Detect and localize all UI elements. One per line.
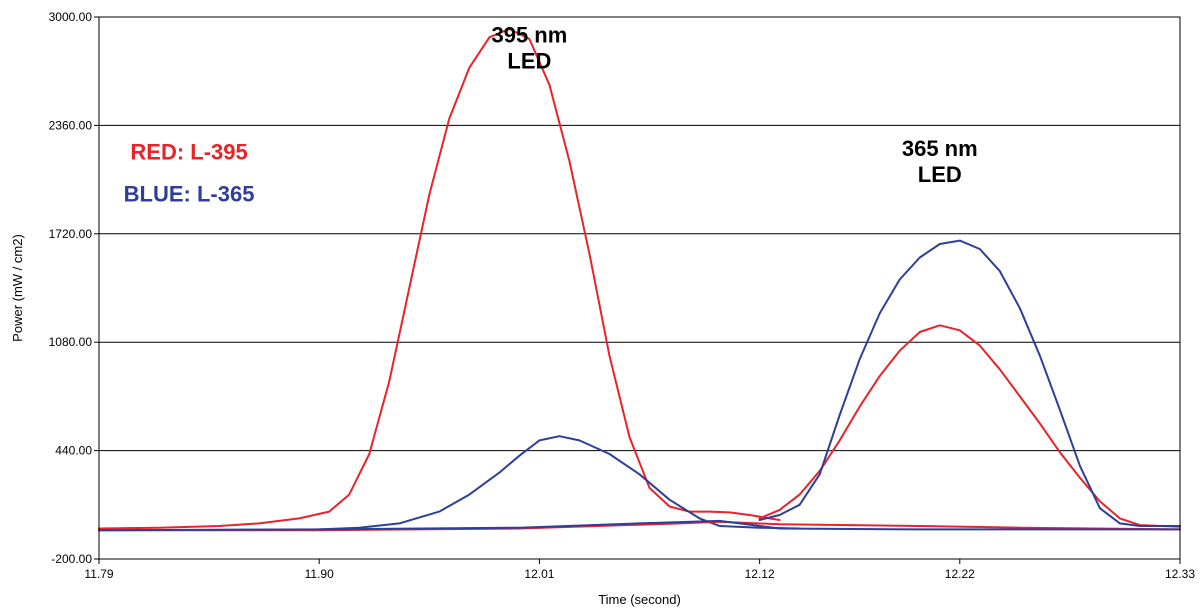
grid-lines xyxy=(99,16,1180,560)
annotation-line: 395 nm xyxy=(491,22,567,47)
series-line-4 xyxy=(758,239,1181,527)
y-tick-label: 1720.00 xyxy=(49,227,93,241)
x-tick-label: 11.90 xyxy=(305,567,334,581)
series-line-1 xyxy=(98,27,781,530)
series-line-2 xyxy=(758,324,1181,528)
y-axis-title: Power (mW / cm2) xyxy=(10,234,25,342)
y-tick-label: -200.00 xyxy=(51,552,92,566)
x-tick-label: 12.22 xyxy=(945,567,975,581)
y-tick-label: 440.00 xyxy=(55,444,92,458)
x-tick-label: 11.79 xyxy=(84,567,113,581)
annotation-line: LED xyxy=(918,162,962,187)
y-tick-label: 3000.00 xyxy=(49,10,93,24)
y-tick-label: 1080.00 xyxy=(49,335,93,349)
series-line-6 xyxy=(98,519,1181,532)
x-tick-label: 12.01 xyxy=(524,567,554,581)
annotation-4: BLUE: L-365 xyxy=(124,182,255,207)
annotation-2: 365 nm LED xyxy=(902,136,978,187)
y-tick-label: 2360.00 xyxy=(49,118,93,132)
series-line-3 xyxy=(98,435,801,532)
series-layer xyxy=(98,27,1181,532)
annotation-line: RED: L-395 xyxy=(130,139,247,164)
annotation-line: BLUE: L-365 xyxy=(124,182,255,207)
x-tick-label: 12.33 xyxy=(1165,567,1195,581)
annotation-line: 365 nm xyxy=(902,136,978,161)
annotation-line: LED xyxy=(507,48,551,73)
annotation-3: RED: L-395 xyxy=(130,139,247,164)
annotation-1: 395 nm LED xyxy=(491,22,567,73)
axes xyxy=(94,16,1181,564)
x-axis-title: Time (second) xyxy=(598,592,681,607)
x-tick-label: 12.12 xyxy=(745,567,775,581)
plot-frame xyxy=(98,16,1181,560)
tick-labels: 3000.00 2360.00 1720.00 1080.00 440.00 -200.0… xyxy=(49,10,1196,581)
